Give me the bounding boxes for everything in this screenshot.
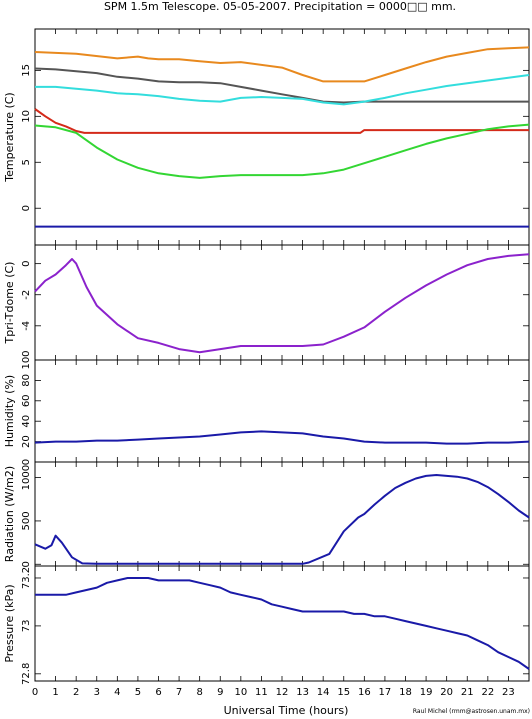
x-tick-label: 5: [135, 687, 141, 698]
y-tick-label: 10: [21, 110, 32, 123]
y-tick-label: 60: [21, 394, 32, 407]
y-axis-label: Humidity (%): [3, 375, 16, 447]
panel-pressure: 72.8 73 73.2 Pressure (kPa): [3, 565, 530, 685]
x-tick-label: 13: [296, 687, 309, 698]
y-tick-label: -2: [21, 290, 32, 300]
y-tick-label: 73.2: [21, 567, 32, 589]
x-tick-label: 9: [217, 687, 223, 698]
x-tick-label: 11: [255, 687, 268, 698]
x-tick-label: 14: [317, 687, 330, 698]
y-tick-label: 0: [21, 459, 32, 465]
y-tick-label: 1000: [21, 465, 32, 490]
y-tick-label: 0: [21, 561, 32, 567]
x-tick-label: 3: [94, 687, 100, 698]
x-tick-label: 17: [379, 687, 392, 698]
chart-title: SPM 1.5m Telescope. 05-05-2007. Precipit…: [104, 0, 456, 13]
series-line-tpri-tdome-0: [34, 253, 530, 354]
panel-humidity: 0 20 40 60 80 100 Humidity (%): [3, 350, 530, 465]
y-tick-label: 73: [21, 620, 32, 633]
series-line-temperature-4: [34, 123, 530, 179]
y-axis-label: Temperature (C): [3, 92, 16, 182]
x-tick-label: 2: [73, 687, 79, 698]
series-line-pressure-0: [35, 577, 530, 670]
x-tick-label: 18: [399, 687, 412, 698]
y-tick-label: 500: [21, 511, 32, 530]
x-tick-label: 8: [196, 687, 202, 698]
panel-radiation: 0 500 1000 Radiation (W/m2): [3, 461, 530, 567]
y-tick-label: 72.8: [21, 663, 32, 685]
x-tick-label: 4: [114, 687, 120, 698]
y-tick-label: 0: [21, 260, 32, 266]
y-tick-label: 15: [21, 64, 32, 77]
y-tick-label: 0: [21, 205, 32, 211]
x-axis-label: Universal Time (hours): [224, 704, 349, 717]
series-line-temperature-2: [35, 74, 530, 106]
y-tick-label: 100: [21, 350, 32, 369]
x-tick-label: 16: [358, 687, 371, 698]
panel-frame: [34, 244, 530, 361]
x-tick-label: 19: [420, 687, 433, 698]
panel-frame: [34, 359, 530, 463]
y-tick-label: 80: [21, 374, 32, 387]
y-axis-label: Pressure (kPa): [3, 584, 16, 662]
x-tick-label: 1: [52, 687, 58, 698]
panel-frame: [34, 461, 530, 567]
y-tick-label: 20: [21, 435, 32, 448]
y-tick-label: 40: [21, 415, 32, 428]
x-tick-label: 12: [276, 687, 289, 698]
x-tick-label: 10: [234, 687, 247, 698]
x-tick-label: 0: [32, 687, 38, 698]
y-tick-label: 5: [21, 159, 32, 165]
series-line-radiation-0: [34, 474, 530, 565]
series-line-temperature-0: [34, 46, 530, 83]
x-tick-label: 6: [155, 687, 161, 698]
x-tick-label: 22: [481, 687, 494, 698]
x-tick-label: 21: [461, 687, 474, 698]
credit-text: Raul Michel (rmm@astrosen.unam.mx): [413, 708, 530, 715]
panel-temperature: 0 5 10 15 Temperature (C): [3, 28, 530, 246]
x-tick-label: 7: [176, 687, 182, 698]
series-line-humidity-0: [34, 430, 530, 445]
x-tick-label: 20: [440, 687, 453, 698]
y-axis-label: Radiation (W/m2): [3, 466, 16, 562]
panel-tpri-tdome: -4 -2 0 Tpri-Tdome (C): [3, 244, 530, 361]
series-line-temperature-1: [34, 67, 529, 104]
y-tick-label: -4: [21, 321, 32, 331]
y-axis-label: Tpri-Tdome (C): [3, 262, 16, 345]
x-tick-label: 23: [502, 687, 515, 698]
x-tick-label: 15: [337, 687, 350, 698]
series-line-temperature-3: [34, 108, 529, 134]
x-tick-labels: 0 1 2 3 4 5 6 7 8 9 10 11 12 13 14 15 16 17 18 19 20 21 22 23: [32, 687, 515, 698]
